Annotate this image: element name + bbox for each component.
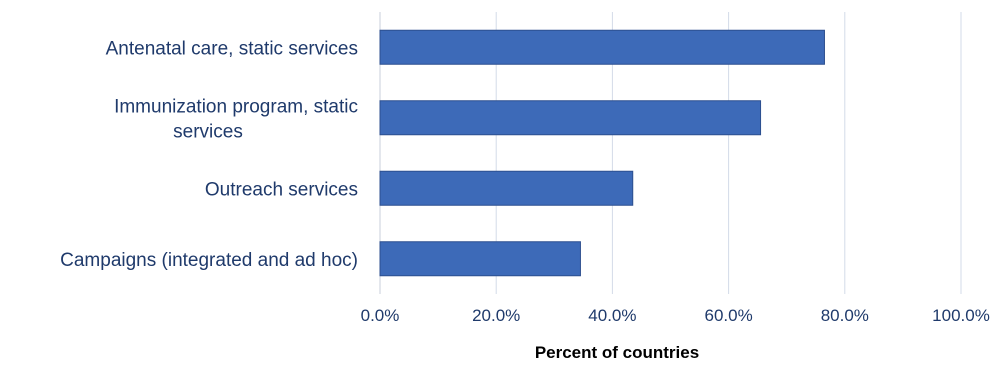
bar — [379, 170, 634, 206]
category-label: Outreach services — [205, 179, 358, 200]
category-label: services — [173, 121, 243, 142]
x-axis-ticks: 0.0% 20.0% 40.0% 60.0% 80.0% 100.0% — [361, 306, 990, 325]
category-labels: Antenatal care, static services Immunizat… — [60, 38, 358, 271]
bar — [379, 29, 825, 65]
category-label: Antenatal care, static services — [106, 38, 358, 59]
category-label: Campaigns (integrated and ad hoc) — [60, 250, 358, 271]
x-tick-label: 80.0% — [821, 306, 869, 325]
bar — [379, 241, 581, 277]
bar — [379, 100, 762, 136]
bars — [379, 29, 825, 277]
x-tick-label: 100.0% — [932, 306, 990, 325]
x-tick-label: 0.0% — [361, 306, 400, 325]
x-axis-title: Percent of countries — [535, 343, 699, 362]
x-tick-label: 40.0% — [588, 306, 636, 325]
category-label: Immunization program, static — [114, 96, 358, 117]
x-tick-label: 60.0% — [704, 306, 752, 325]
x-tick-label: 20.0% — [472, 306, 520, 325]
